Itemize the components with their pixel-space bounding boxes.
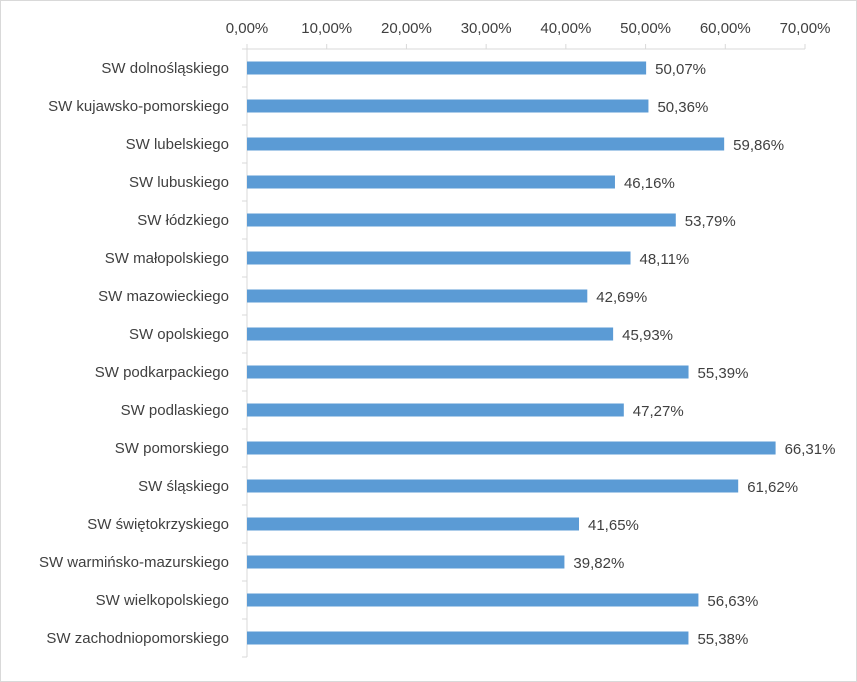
category-label: SW pomorskiego [115, 440, 229, 457]
bar [247, 479, 739, 493]
category-label: SW lubuskiego [129, 174, 229, 191]
category-label: SW śląskiego [138, 478, 229, 495]
category-label: SW podlaskiego [121, 402, 229, 419]
data-label: 59,86% [733, 137, 784, 154]
x-tick-label: 60,00% [700, 20, 751, 37]
bar [247, 327, 614, 341]
category-label: SW wielkopolskiego [96, 592, 229, 609]
bar [247, 61, 647, 75]
bar [247, 441, 776, 455]
x-tick-label: 40,00% [540, 20, 591, 37]
category-label: SW dolnośląskiego [101, 60, 229, 77]
data-label: 55,39% [698, 365, 749, 382]
bar [247, 517, 580, 531]
bar [247, 289, 588, 303]
data-label: 45,93% [622, 327, 673, 344]
bar [247, 99, 649, 113]
data-label: 48,11% [640, 251, 690, 268]
category-label: SW mazowieckiego [98, 288, 229, 305]
data-label: 47,27% [633, 403, 684, 420]
data-label: 55,38% [697, 631, 748, 648]
bar [247, 593, 699, 607]
x-tick-label: 10,00% [301, 20, 352, 37]
data-label: 53,79% [685, 213, 736, 230]
bar [247, 213, 676, 227]
x-tick-label: 50,00% [620, 20, 671, 37]
bar [247, 403, 624, 417]
category-label: SW zachodniopomorskiego [46, 630, 229, 647]
category-label: SW podkarpackiego [95, 364, 229, 381]
category-label: SW lubelskiego [126, 136, 229, 153]
data-label: 61,62% [747, 479, 798, 496]
x-tick-label: 0,00% [226, 20, 269, 37]
data-label: 42,69% [596, 289, 647, 306]
bar [247, 631, 689, 645]
category-label: SW małopolskiego [105, 250, 229, 267]
bar [247, 251, 631, 265]
data-label: 50,07% [655, 61, 706, 78]
x-tick-label: 70,00% [780, 20, 831, 37]
data-label: 46,16% [624, 175, 675, 192]
category-label: SW świętokrzyskiego [87, 516, 229, 533]
bar [247, 555, 565, 569]
data-label: 41,65% [588, 517, 639, 534]
category-label: SW warmińsko-mazurskiego [39, 554, 229, 571]
category-label: SW kujawsko-pomorskiego [48, 98, 229, 115]
data-label: 56,63% [707, 593, 758, 610]
data-label: 39,82% [573, 555, 624, 572]
bar [247, 175, 615, 189]
data-label: 50,36% [657, 99, 708, 116]
category-label: SW łódzkiego [137, 212, 229, 229]
bar [247, 365, 689, 379]
x-tick-label: 20,00% [381, 20, 432, 37]
data-label: 66,31% [785, 441, 836, 458]
bar [247, 137, 725, 151]
x-tick-label: 30,00% [461, 20, 512, 37]
category-label: SW opolskiego [129, 326, 229, 343]
